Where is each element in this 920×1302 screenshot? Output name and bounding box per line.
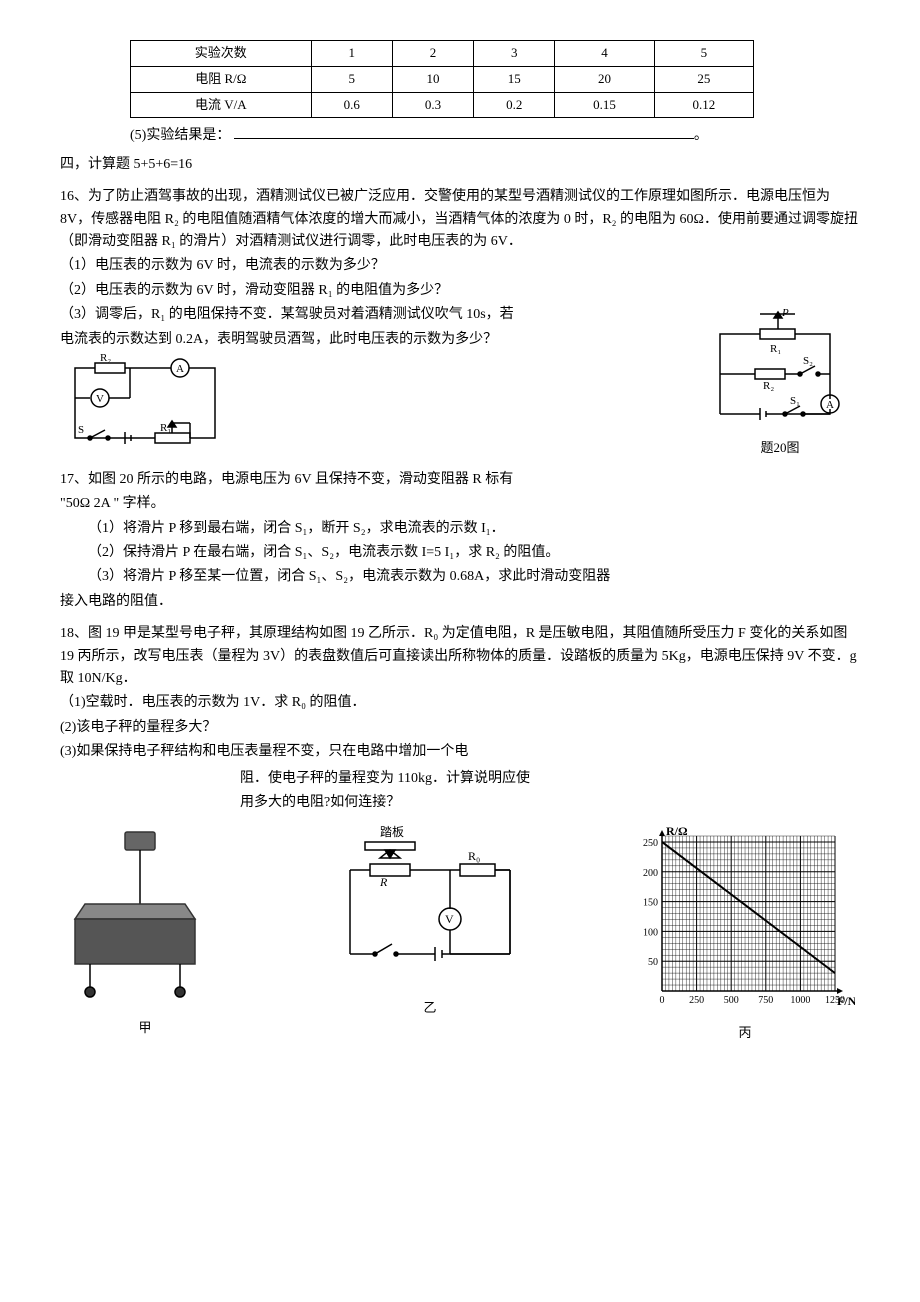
svg-text:P: P: [781, 307, 789, 319]
rf-chart-icon: R/ΩF/N50100150200250025050075010001250: [630, 824, 855, 1019]
svg-text:250: 250: [643, 838, 658, 849]
r-1: 5: [311, 66, 392, 92]
q16-circuit-icon: R₂ A V S: [60, 353, 230, 453]
scale-icon: [60, 824, 210, 1014]
q17-intro2: "50Ω 2A " 字样。: [60, 493, 860, 515]
fig20: R₁ P R₂ S₂ A S₁: [700, 304, 860, 459]
q18-p2: (2)该电子秤的量程多大？: [60, 717, 860, 739]
svg-text:150: 150: [643, 898, 658, 909]
fig-jia-caption: 甲: [60, 1018, 230, 1039]
fill-blank: [234, 124, 694, 139]
r-2: 10: [392, 66, 473, 92]
svg-text:250: 250: [689, 995, 704, 1006]
svg-text:R₀: R₀: [468, 849, 480, 863]
fig-yi: 踏板 R R₀: [320, 824, 540, 1019]
fig20-circuit-icon: R₁ P R₂ S₂ A S₁: [700, 304, 850, 434]
fig20-caption: 题20图: [700, 438, 860, 459]
q18: 18、图 19 甲是某型号电子秤，其原理结构如图 19 乙所示．R₀ 为定值电阻…: [60, 623, 860, 1044]
i-1: 0.6: [311, 92, 392, 118]
q17-p2: （2）保持滑片 P 在最右端，闭合 S₁、S₂，电流表示数 I=5 I₁，求 R…: [60, 542, 860, 564]
i-0: 电流 V/A: [131, 92, 312, 118]
svg-text:S₁: S₁: [790, 395, 800, 407]
fig-bing-caption: 丙: [630, 1023, 860, 1044]
q16: 16、为了防止酒驾事故的出现，酒精测试仪已被广泛应用．交警使用的某型号酒精测试仪…: [60, 186, 860, 459]
q16-p1: （1）电压表的示数为 6V 时，电流表的示数为多少？: [60, 255, 860, 277]
q18-p3b: 阻．使电子秤的量程变为 110kg．计算说明应使: [240, 768, 860, 790]
r-3: 15: [474, 66, 555, 92]
i-2: 0.3: [392, 92, 473, 118]
svg-text:A: A: [826, 399, 834, 411]
svg-text:S₂: S₂: [803, 355, 813, 367]
q16-circuit: R₂ A V S: [60, 353, 230, 453]
i-5: 0.12: [654, 92, 753, 118]
yi-circuit-icon: 踏板 R R₀: [320, 824, 530, 994]
svg-text:200: 200: [643, 868, 658, 879]
svg-text:R₁: R₁: [160, 422, 171, 434]
svg-text:1250: 1250: [825, 995, 845, 1006]
svg-text:100: 100: [643, 928, 658, 939]
q15-5: (5)实验结果是： 。: [130, 124, 860, 147]
svg-text:S: S: [78, 424, 84, 436]
svg-text:R₂: R₂: [100, 353, 111, 364]
hdr-0: 实验次数: [131, 41, 312, 67]
svg-text:1000: 1000: [790, 995, 810, 1006]
hdr-3: 3: [474, 41, 555, 67]
r-5: 25: [654, 66, 753, 92]
r-4: 20: [555, 66, 654, 92]
svg-text:R/Ω: R/Ω: [666, 824, 688, 838]
q16-intro: 16、为了防止酒驾事故的出现，酒精测试仪已被广泛应用．交警使用的某型号酒精测试仪…: [60, 186, 860, 253]
q18-p3c: 用多大的电阻?如何连接？: [240, 792, 860, 814]
i-3: 0.2: [474, 92, 555, 118]
svg-text:R₁: R₁: [770, 343, 781, 355]
section4-head: 四，计算题 5+5+6=16: [60, 154, 860, 176]
hdr-1: 1: [311, 41, 392, 67]
svg-text:A: A: [176, 363, 184, 375]
q17-p3b: 接入电路的阻值．: [60, 591, 860, 613]
i-4: 0.15: [555, 92, 654, 118]
svg-text:50: 50: [648, 958, 658, 969]
q17-p1: （1）将滑片 P 移到最右端，闭合 S₁，断开 S₂，求电流表的示数 I₁．: [60, 518, 860, 540]
r-0: 电阻 R/Ω: [131, 66, 312, 92]
svg-text:V: V: [96, 393, 104, 405]
q18-p3a: (3)如果保持电子秤结构和电压表量程不变，只在电路中增加一个电: [60, 741, 860, 763]
q16-p2: （2）电压表的示数为 6V 时，滑动变阻器 R₁ 的电阻值为多少？: [60, 280, 860, 302]
q18-figures: 甲 踏板 R R₀: [60, 824, 860, 1044]
q17: 17、如图 20 所示的电路，电源电压为 6V 且保持不变，滑动变阻器 R 标有…: [60, 469, 860, 613]
hdr-2: 2: [392, 41, 473, 67]
q18-p1: （1)空载时．电压表的示数为 1V．求 R₀ 的阻值．: [60, 692, 860, 714]
q17-p3a: （3）将滑片 P 移至某一位置，闭合 S₁、S₂，电流表示数为 0.68A，求此…: [60, 566, 860, 588]
hdr-4: 4: [555, 41, 654, 67]
svg-text:500: 500: [724, 995, 739, 1006]
fig-jia: 甲: [60, 824, 230, 1039]
svg-text:R₂: R₂: [763, 380, 774, 392]
svg-text:R: R: [379, 875, 388, 889]
svg-text:踏板: 踏板: [380, 825, 404, 839]
q17-intro1: 17、如图 20 所示的电路，电源电压为 6V 且保持不变，滑动变阻器 R 标有: [60, 469, 860, 491]
hdr-5: 5: [654, 41, 753, 67]
experiment-table: 实验次数 1 2 3 4 5 电阻 R/Ω 5 10 15 20 25 电流 V…: [130, 40, 754, 118]
fig-bing: R/ΩF/N50100150200250025050075010001250 丙: [630, 824, 860, 1044]
svg-text:750: 750: [758, 995, 773, 1006]
svg-text:V: V: [445, 912, 454, 926]
svg-text:0: 0: [660, 995, 665, 1006]
q15-5-label: (5)实验结果是：: [130, 128, 230, 143]
fig-yi-caption: 乙: [320, 998, 540, 1019]
q18-intro: 18、图 19 甲是某型号电子秤，其原理结构如图 19 乙所示．R₀ 为定值电阻…: [60, 623, 860, 690]
